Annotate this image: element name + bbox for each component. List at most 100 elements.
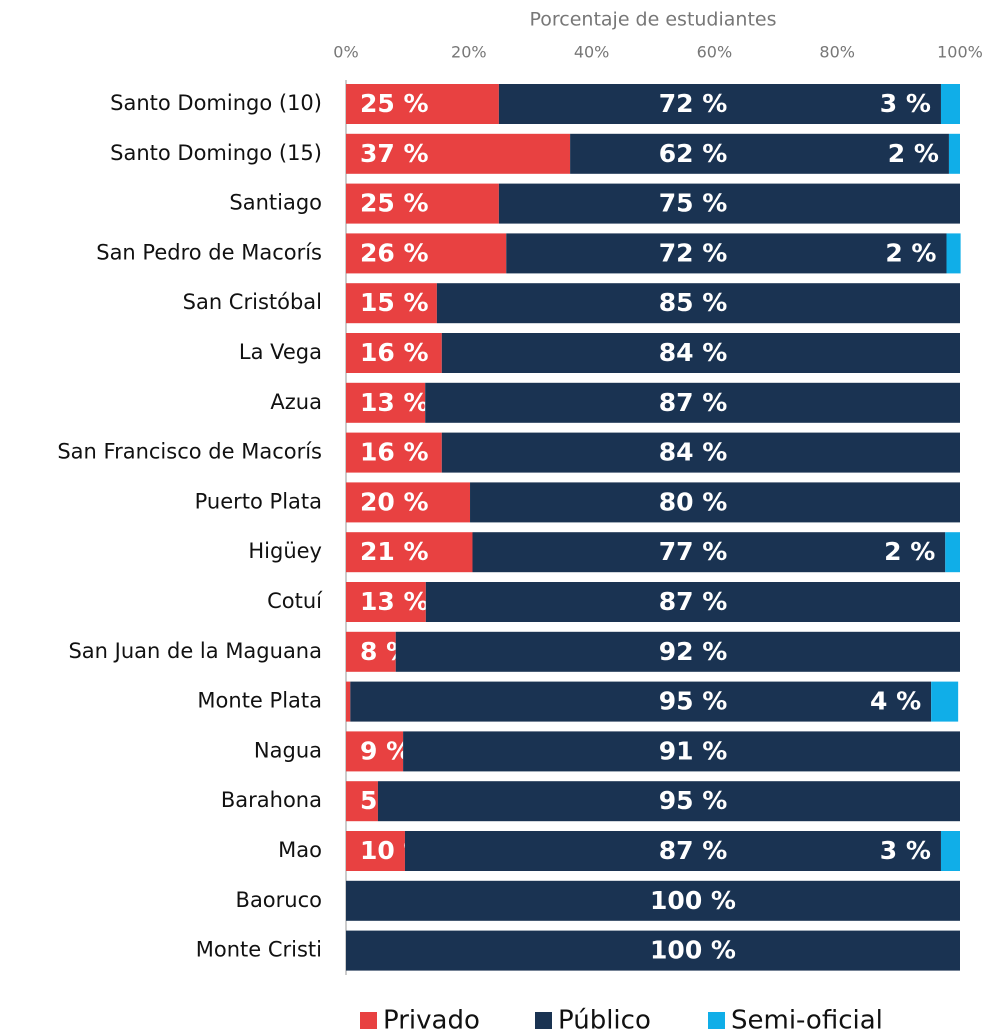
bar-segment [931,681,959,722]
legend-label: Semi-oficial [731,1006,883,1036]
legend-label: Privado [383,1006,480,1036]
bar-segment [346,183,499,224]
bar-segment [346,681,351,722]
category-label: Higüey [248,539,322,563]
category-label: La Vega [239,340,322,364]
x-tick-label: 80% [819,43,855,62]
bar-segment [346,930,960,971]
x-tick-label: 100% [937,43,983,62]
value-label: 37 % [360,139,429,168]
bar-segment [346,532,473,573]
value-label: 25 % [360,189,429,218]
value-label: 91 % [659,736,728,765]
value-label: 2 % [884,537,935,566]
x-tick-label: 40% [574,43,610,62]
bar-segment [346,84,499,124]
category-label: San Francisco de Macorís [57,440,322,464]
bar-segment [346,631,396,672]
bar-segment [346,382,426,423]
category-label: Mao [278,838,322,862]
bar-segment [346,582,426,622]
value-label: 84 % [659,438,728,467]
value-label: 21 % [360,537,429,566]
category-label: Monte Cristi [196,938,322,962]
category-label: Barahona [221,788,322,812]
category-label: San Pedro de Macorís [96,240,322,264]
value-label: 92 % [659,637,728,666]
bar-segment [946,233,961,274]
bar-segment [425,382,960,423]
bar-segment [346,233,507,274]
category-label: Santiago [229,191,322,215]
category-label: Azua [270,390,322,414]
bar-segment [346,482,471,523]
value-label: 85 % [659,288,728,317]
x-tick-label: 0% [333,43,358,62]
bar-segment [350,681,932,722]
value-label: 72 % [659,238,728,267]
value-label: 16 % [360,338,429,367]
bar-segment [346,432,442,473]
value-label: 4 % [870,687,921,716]
category-label: Cotuí [267,589,323,613]
category-label: San Juan de la Maguana [68,639,322,663]
bar-segment [945,532,960,573]
legend-label: Público [558,1006,651,1036]
value-label: 77 % [659,537,728,566]
value-label: 95 % [659,687,728,716]
bar-segment [498,183,960,224]
value-label: 75 % [659,189,728,218]
bar-segment [346,283,437,324]
value-label: 87 % [659,587,728,616]
bar-segment [346,731,404,772]
legend-swatch [708,1012,725,1029]
bar-segment [436,283,960,324]
value-label: 100 % [650,936,736,965]
value-label: 72 % [659,89,728,118]
bar-segment [472,532,946,573]
bar-segment [346,133,571,174]
value-label: 20 % [360,487,429,516]
bar-segment [570,133,949,174]
bar-segment [506,233,947,274]
category-label: Nagua [254,738,322,762]
category-label: Santo Domingo (10) [110,91,322,115]
category-label: Baoruco [236,888,322,912]
bar-segment [498,84,941,124]
value-label: 9 % [360,736,411,765]
x-tick-label: 20% [451,43,487,62]
value-label: 26 % [360,238,429,267]
bar-segment [346,880,960,921]
bar-segment [441,432,960,473]
bar-segment [346,333,442,373]
value-label: 2 % [888,139,939,168]
value-label: 16 % [360,438,429,467]
category-label: Santo Domingo (15) [110,141,322,165]
value-label: 3 % [880,89,931,118]
value-label: 13 % [360,587,429,616]
value-label: 95 % [659,786,728,815]
bar-segment [940,831,960,871]
bar-segment [441,333,960,373]
bar-segment [395,631,960,672]
value-label: 3 % [880,836,931,865]
value-label: 87 % [659,388,728,417]
value-label: 25 % [360,89,429,118]
bar-segment [425,582,960,622]
value-label: 100 % [650,886,736,915]
bar-segment [346,831,405,871]
bar-segment [940,84,960,124]
axis-title: Porcentaje de estudiantes [529,9,776,31]
value-label: 15 % [360,288,429,317]
category-label: Puerto Plata [195,489,322,513]
value-label: 13 % [360,388,429,417]
bar-segment [948,133,960,174]
value-label: 80 % [659,487,728,516]
legend-swatch [535,1012,552,1029]
bar-segment [470,482,960,523]
category-label: San Cristóbal [183,290,322,314]
bar-segment [404,831,941,871]
bar-segment [403,731,960,772]
value-label: 62 % [659,139,728,168]
